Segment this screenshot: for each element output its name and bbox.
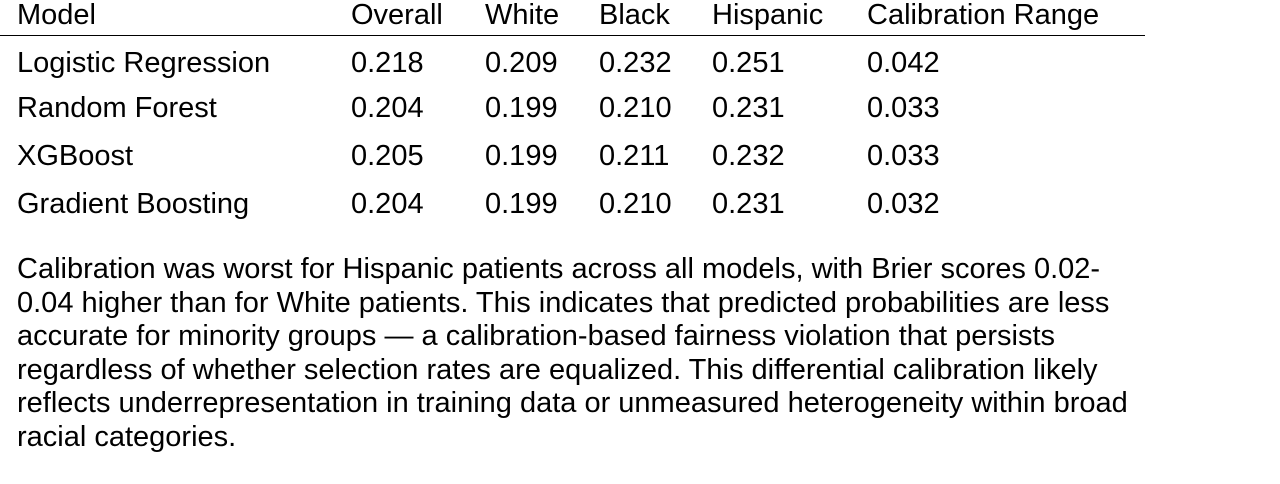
cell-overall: 0.218 xyxy=(351,46,424,79)
cell-white: 0.199 xyxy=(485,139,558,172)
table-row: Random Forest 0.204 0.199 0.210 0.231 0.… xyxy=(0,84,1145,132)
cell-overall: 0.205 xyxy=(351,139,424,172)
table-row: XGBoost 0.205 0.199 0.211 0.232 0.033 xyxy=(0,132,1145,180)
cell-model: Random Forest xyxy=(17,91,217,124)
cell-white: 0.199 xyxy=(485,187,558,220)
table-body: Logistic Regression 0.218 0.209 0.232 0.… xyxy=(0,36,1145,228)
cell-white: 0.209 xyxy=(485,46,558,79)
header-hispanic: Hispanic xyxy=(712,0,867,36)
cell-white: 0.199 xyxy=(485,91,558,124)
brier-score-table: Model Overall White Black Hispanic Calib… xyxy=(0,0,1145,228)
cell-calibration-range: 0.042 xyxy=(867,46,940,79)
cell-overall: 0.204 xyxy=(351,187,424,220)
cell-model: XGBoost xyxy=(17,139,134,172)
cell-hispanic: 0.231 xyxy=(712,91,785,124)
header-black: Black xyxy=(599,0,712,36)
cell-calibration-range: 0.032 xyxy=(867,187,940,220)
header-white: White xyxy=(485,0,599,36)
header-calibration-range: Calibration Range xyxy=(867,0,1145,36)
cell-hispanic: 0.251 xyxy=(712,46,785,79)
cell-black: 0.211 xyxy=(599,139,670,172)
table-row: Gradient Boosting 0.204 0.199 0.210 0.23… xyxy=(0,180,1145,228)
cell-calibration-range: 0.033 xyxy=(867,91,940,124)
cell-overall: 0.204 xyxy=(351,91,424,124)
table-row: Logistic Regression 0.218 0.209 0.232 0.… xyxy=(0,36,1145,84)
cell-model: Gradient Boosting xyxy=(17,187,250,220)
cell-model: Logistic Regression xyxy=(17,46,271,79)
cell-calibration-range: 0.033 xyxy=(867,139,940,172)
header-overall: Overall xyxy=(351,0,485,36)
table-caption: Calibration was worst for Hispanic patie… xyxy=(17,253,1128,453)
cell-black: 0.232 xyxy=(599,46,672,79)
header-model: Model xyxy=(0,0,351,36)
cell-hispanic: 0.231 xyxy=(712,187,785,220)
header-row: Model Overall White Black Hispanic Calib… xyxy=(0,0,1145,36)
cell-black: 0.210 xyxy=(599,91,672,124)
cell-black: 0.210 xyxy=(599,187,672,220)
table-header: Model Overall White Black Hispanic Calib… xyxy=(0,0,1145,36)
cell-hispanic: 0.232 xyxy=(712,139,785,172)
